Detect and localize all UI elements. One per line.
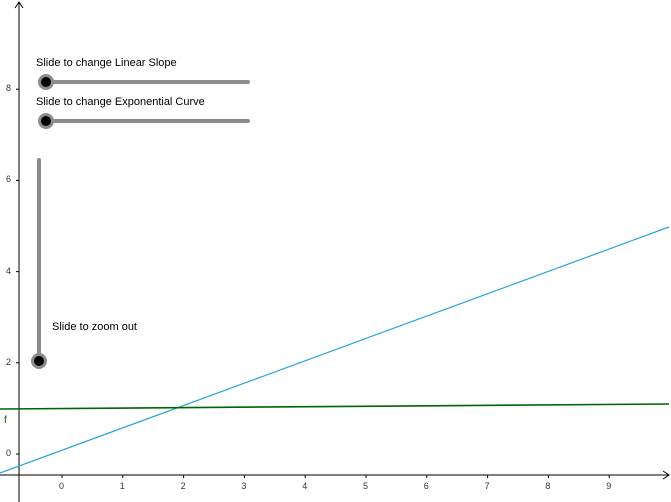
y-tick-label: 0 [6, 448, 12, 458]
x-tick-label: 1 [119, 481, 125, 491]
axis-ticks [16, 88, 610, 478]
x-tick-label: 5 [363, 481, 369, 491]
exponential-curve-slider-track[interactable] [42, 119, 250, 123]
x-tick-label: 9 [606, 481, 612, 491]
zoom-slider-knob[interactable] [31, 353, 47, 369]
exponential-function-curve[interactable] [0, 403, 670, 410]
linear-function-line[interactable] [0, 226, 670, 474]
exponential-curve-slider-label: Slide to change Exponential Curve [36, 96, 205, 108]
x-tick-label: 0 [59, 481, 65, 491]
linear-slope-slider-label: Slide to change Linear Slope [36, 57, 177, 69]
x-tick-label: 3 [241, 481, 247, 491]
x-tick-label: 8 [545, 481, 551, 491]
x-tick-label: 6 [423, 481, 429, 491]
y-axis-arrow [14, 1, 24, 9]
linear-slope-slider-knob[interactable] [38, 74, 54, 90]
y-tick-label: 4 [6, 265, 12, 276]
y-tick-label: 8 [6, 83, 12, 94]
linear-slope-slider-track[interactable] [42, 80, 250, 84]
x-axis-arrow [662, 470, 670, 480]
zoom-slider-track[interactable] [37, 158, 41, 364]
x-tick-label: 4 [302, 481, 308, 491]
y-tick-label: 6 [6, 174, 12, 185]
y-tick-label: 2 [6, 356, 12, 367]
exponential-curve-slider-knob[interactable] [38, 113, 54, 129]
zoom-slider-label: Slide to zoom out [52, 321, 137, 333]
x-tick-label: 7 [484, 481, 490, 491]
x-tick-label: 2 [180, 481, 186, 491]
function-f-label: f [4, 415, 7, 426]
